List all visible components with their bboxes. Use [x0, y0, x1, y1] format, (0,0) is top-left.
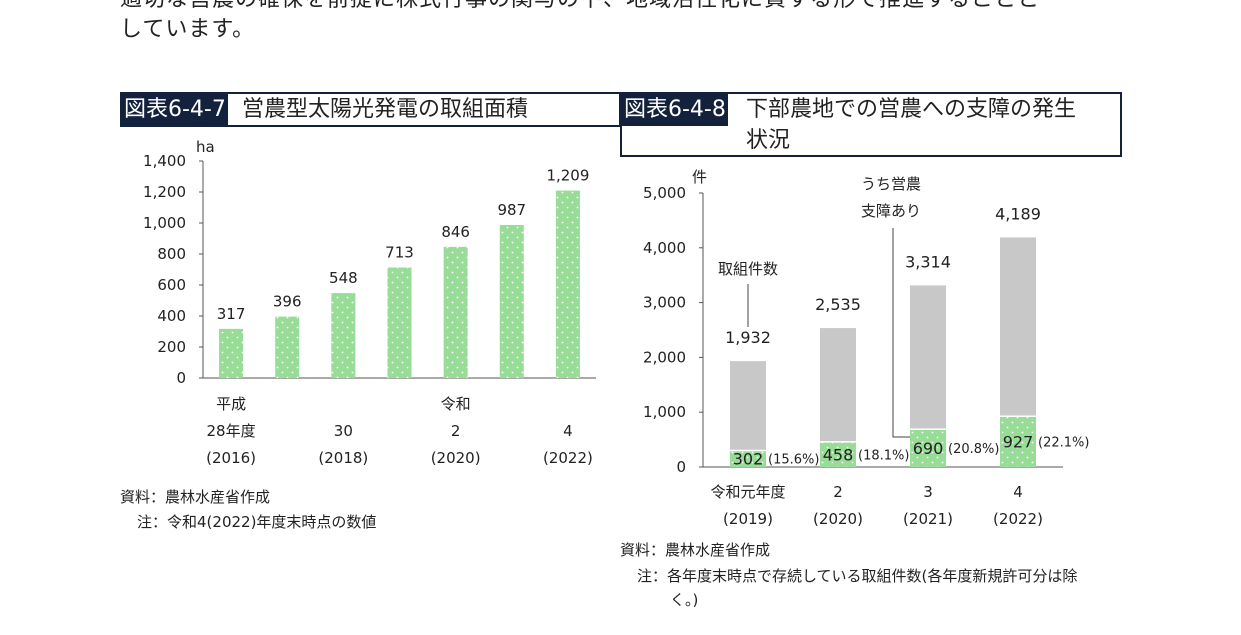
- bar-hindered-label: 927: [1003, 433, 1034, 452]
- annotation-hindered-leader: [892, 228, 910, 438]
- bar-dots-left-0: [219, 328, 244, 378]
- bar-dots-left-6: [555, 190, 580, 378]
- x-tick-label-left: 令和: [441, 395, 471, 413]
- source-left: 資料：農林水産省作成: [120, 488, 271, 506]
- y-tick-label-left: 200: [157, 338, 186, 356]
- bar-dots-left-2: [331, 293, 356, 378]
- figure-number-right: 図表6-4-8: [622, 94, 728, 126]
- x-tick-label-left: (2018): [318, 449, 368, 467]
- x-tick-label-left: 2: [451, 422, 461, 440]
- y-tick-label-left: 1,400: [143, 152, 186, 170]
- figure-title-right-line-1: 下部農地での営農への支障の発生: [746, 97, 1077, 122]
- bar-total-label: 2,535: [815, 295, 861, 314]
- bar-hindered-share: (15.6%): [768, 453, 819, 468]
- bar-value-label-left: 317: [217, 305, 246, 323]
- figure-title-left: 図表6-4-7 営農型太陽光発電の取組面積: [120, 92, 621, 127]
- annotation-hindered-line-1: うち営農: [861, 175, 921, 193]
- x-tick-label-left: 30: [334, 422, 353, 440]
- bar-value-label-left: 396: [273, 293, 302, 311]
- bar-value-label-left: 846: [441, 223, 470, 241]
- bar-value-label-left: 1,209: [546, 167, 589, 185]
- bar-total-label: 3,314: [905, 252, 951, 271]
- bar-hindered-dots-2: [910, 429, 946, 467]
- x-tick-label-right: (2019): [723, 510, 773, 528]
- x-tick-label-left: 4: [563, 422, 573, 440]
- y-tick-label-right: 4,000: [643, 239, 686, 257]
- x-tick-label-right: 3: [923, 483, 933, 501]
- bar-hindered-label: 458: [823, 445, 854, 464]
- bar-total-label: 1,932: [725, 328, 771, 347]
- y-tick-label-left: 1,000: [143, 214, 186, 232]
- bar-hindered-share: (22.1%): [1038, 436, 1089, 451]
- figure-title-left-text: 営農型太陽光発電の取組面積: [242, 97, 529, 122]
- bar-total-0: [730, 361, 766, 467]
- x-tick-label-right: (2020): [813, 510, 863, 528]
- x-tick-label-right: 4: [1013, 483, 1023, 501]
- figure-number-left: 図表6-4-7: [122, 94, 228, 126]
- x-tick-label-left: 28年度: [207, 422, 256, 440]
- bar-dots-left-3: [387, 267, 412, 378]
- y-tick-label-right: 1,000: [643, 403, 686, 421]
- note-left: 注：令和4(2022)年度末時点の数値: [137, 513, 377, 531]
- figure-title-right: 図表6-4-8 下部農地での営農への支障の発生 状況: [620, 92, 1122, 157]
- y-tick-label-right: 5,000: [643, 184, 686, 202]
- y-tick-label-left: 600: [157, 276, 186, 294]
- bar-value-label-left: 987: [497, 201, 526, 219]
- note-right-line-1: 注：各年度末時点で存続している取組件数(各年度新規許可分は除: [637, 567, 1078, 585]
- bar-dots-left-5: [499, 225, 524, 378]
- x-tick-label-right: 2: [833, 483, 843, 501]
- y-tick-label-right: 3,000: [643, 294, 686, 312]
- x-tick-label-left: (2022): [543, 449, 593, 467]
- intro-text-line-1: 適切な営農の確保を前提に株式行事の関与の下、地域活性化に資する形で推進することと: [120, 0, 1120, 16]
- bar-dots-left-4: [443, 246, 468, 378]
- x-tick-label-left: (2020): [431, 449, 481, 467]
- unit-label-right: 件: [692, 168, 707, 186]
- area-chart-left: ha 0 200 400 600 800 1,000 1,200 1,400 317 396 548 7…: [143, 138, 596, 467]
- figure-title-right-line-2: 状況: [746, 128, 791, 153]
- x-tick-label-left: 平成: [216, 395, 246, 413]
- bar-value-label-left: 548: [329, 269, 358, 287]
- bar-hindered-dots-1: [820, 441, 856, 467]
- bar-value-label-left: 713: [385, 243, 414, 261]
- y-tick-label-left: 400: [157, 307, 186, 325]
- y-tick-label-left: 1,200: [143, 183, 186, 201]
- x-tick-label-right: (2022): [993, 510, 1043, 528]
- stacked-bar-chart-right: 件 0 1,000 2,000 3,000 4,000 5,000 1,932 302 (15.6…: [643, 168, 1089, 528]
- bar-total-label: 4,189: [995, 204, 1041, 223]
- bar-hindered-label: 302: [733, 450, 764, 469]
- source-right: 資料：農林水産省作成: [620, 541, 771, 559]
- bar-hindered-share: (20.8%): [948, 442, 999, 457]
- bar-dots-left-1: [275, 316, 300, 378]
- y-tick-label-right: 0: [676, 458, 686, 476]
- intro-text-line-2: しています。: [120, 17, 256, 42]
- bar-hindered-dots-0: [730, 450, 766, 467]
- unit-label-left: ha: [196, 138, 215, 156]
- x-tick-label-left: (2016): [206, 449, 256, 467]
- x-tick-label-right: 令和元年度: [710, 483, 785, 501]
- annotation-total: 取組件数: [718, 260, 778, 278]
- bar-hindered-share: (18.1%): [858, 448, 909, 463]
- x-tick-label-right: (2021): [903, 510, 953, 528]
- annotation-hindered-line-2: 支障あり: [861, 202, 921, 220]
- note-right-line-2: く。): [670, 591, 699, 609]
- bar-hindered-dots-3: [1000, 416, 1036, 467]
- y-tick-label-right: 2,000: [643, 348, 686, 366]
- y-tick-label-left: 0: [176, 369, 186, 387]
- bar-hindered-label: 690: [913, 439, 944, 458]
- y-tick-label-left: 800: [157, 245, 186, 263]
